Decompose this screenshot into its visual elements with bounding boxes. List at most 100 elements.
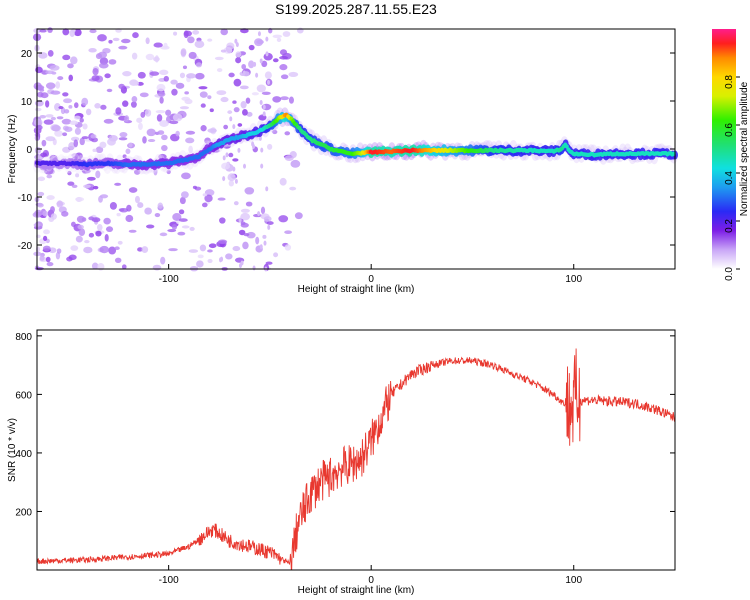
heatmap-noise-cell xyxy=(248,60,255,69)
heatmap-noise-cell xyxy=(132,32,139,39)
snr-x-tick-label: 0 xyxy=(368,575,374,586)
heatmap-noise-cell xyxy=(229,174,236,178)
heatmap-noise-cell xyxy=(114,182,122,186)
heatmap-noise-cell xyxy=(208,243,217,249)
heatmap-noise-cell xyxy=(239,85,249,90)
heatmap-y-ticks: 20 10 0 -10 -20 xyxy=(18,49,675,252)
heatmap-noise-cell xyxy=(90,134,97,139)
heatmap-noise-cell xyxy=(169,120,179,125)
heatmap-noise-cell xyxy=(130,101,137,108)
heatmap-noise-cell xyxy=(156,114,163,122)
heatmap-noise-cell xyxy=(68,142,76,150)
heatmap-noise-cell xyxy=(180,48,187,57)
heatmap-noise-cell xyxy=(185,130,196,135)
heatmap-y-axis-label: Frequency (Hz) xyxy=(7,115,18,184)
heatmap-noise-cell xyxy=(282,31,291,37)
heatmap-noise-cell xyxy=(146,224,155,229)
heatmap-noise-cell xyxy=(167,228,177,233)
heatmap-noise-cell xyxy=(284,230,292,234)
heatmap-noise-cell xyxy=(74,102,79,109)
heatmap-noise-cell xyxy=(155,109,166,114)
heatmap-noise-cell xyxy=(189,226,195,231)
heatmap-noise-cell xyxy=(279,55,289,60)
heatmap-noise-cell xyxy=(288,96,294,104)
heatmap-noise-cell xyxy=(225,253,233,260)
heatmap-noise-cell xyxy=(69,29,75,37)
heatmap-noise-cell xyxy=(242,241,249,250)
heatmap-noise-cell xyxy=(158,153,167,160)
heatmap-noise-cell xyxy=(181,96,191,101)
heatmap-noise-cell xyxy=(259,58,263,64)
heatmap-noise-cell xyxy=(157,91,166,97)
heatmap-noise-cell xyxy=(37,203,44,208)
heatmap-noise-cell xyxy=(61,211,69,217)
heatmap-noise-cell xyxy=(204,194,213,203)
heatmap-noise-cell xyxy=(256,39,264,45)
heatmap-noise-cell xyxy=(136,117,143,123)
heatmap-noise-cell xyxy=(219,217,226,224)
heatmap-noise-cell xyxy=(58,105,64,110)
heatmap-noise-cell xyxy=(257,31,261,37)
heatmap-noise-cell xyxy=(62,92,69,97)
heatmap-noise-cell xyxy=(290,159,301,168)
heatmap-noise-cell xyxy=(245,201,253,207)
heatmap-noise-cell xyxy=(35,66,43,74)
heatmap-noise-cell xyxy=(67,181,75,186)
heatmap-noise-cell xyxy=(161,144,168,152)
heatmap-noise-cell xyxy=(194,40,205,49)
heatmap-noise-cell xyxy=(95,230,102,237)
heatmap-noise-cell xyxy=(76,215,85,223)
heatmap-noise-cell xyxy=(141,246,149,253)
heatmap-noise-cell xyxy=(133,80,139,86)
heatmap-noise-cell xyxy=(92,67,99,76)
heatmap-noise-cell xyxy=(55,251,61,260)
heatmap-noise-cell xyxy=(170,79,178,85)
heatmap-noise-cell xyxy=(70,56,78,65)
heatmap-noise-cell xyxy=(197,254,204,259)
heatmap-noise-cell xyxy=(204,189,215,197)
heatmap-noise-cell xyxy=(144,207,152,215)
heatmap-noise-cell xyxy=(267,224,271,230)
heatmap-noise-cell xyxy=(204,137,211,145)
heatmap-noise-cell xyxy=(207,258,213,264)
heatmap-y-tick-label: 0 xyxy=(26,145,32,156)
heatmap-noise-cell xyxy=(77,224,84,230)
heatmap-noise-cell xyxy=(157,130,165,135)
heatmap-noise-cell xyxy=(97,51,108,59)
heatmap-noise-cell xyxy=(265,51,269,57)
heatmap-noise-cell xyxy=(241,63,247,70)
heatmap-noise-cell xyxy=(262,104,266,110)
heatmap-noise-cell xyxy=(257,211,261,217)
heatmap-noise-cell xyxy=(35,124,43,131)
heatmap-noise-cell xyxy=(218,239,228,244)
heatmap-noise-cell xyxy=(137,247,143,252)
heatmap-noise-cell xyxy=(178,209,185,215)
heatmap-noise-cell xyxy=(75,235,83,243)
heatmap-noise-cell xyxy=(226,42,235,50)
heatmap-noise-cell xyxy=(262,111,266,117)
heatmap-noise-cell xyxy=(181,225,190,229)
heatmap-noise-cell xyxy=(64,126,73,132)
heatmap-noise-cell xyxy=(253,61,257,67)
heatmap-noise-cell xyxy=(181,191,189,199)
heatmap-noise-cell xyxy=(38,52,48,59)
heatmap-noise-cell xyxy=(95,146,104,154)
heatmap-noise-cell xyxy=(67,63,74,69)
heatmap-noise-cell xyxy=(265,36,269,42)
figure-title: S199.2025.287.11.55.E23 xyxy=(275,1,437,17)
heatmap-noise-cell xyxy=(67,170,72,176)
heatmap-noise-cell xyxy=(279,64,288,71)
heatmap-noise-cell xyxy=(45,100,50,108)
heatmap-noise-cell xyxy=(228,72,235,78)
heatmap-noise-cell xyxy=(54,103,61,112)
heatmap-noise-cell xyxy=(186,73,196,79)
heatmap-noise-cell xyxy=(192,30,200,35)
heatmap-noise-cell xyxy=(149,71,160,76)
heatmap-noise-cell xyxy=(209,108,214,113)
heatmap-noise-cell xyxy=(256,84,266,93)
heatmap-noise-cell xyxy=(34,146,42,154)
heatmap-noise-cell xyxy=(165,109,172,116)
heatmap-noise-cell xyxy=(240,101,247,109)
heatmap-noise-cell xyxy=(138,122,143,131)
heatmap-noise-cell xyxy=(237,123,243,127)
